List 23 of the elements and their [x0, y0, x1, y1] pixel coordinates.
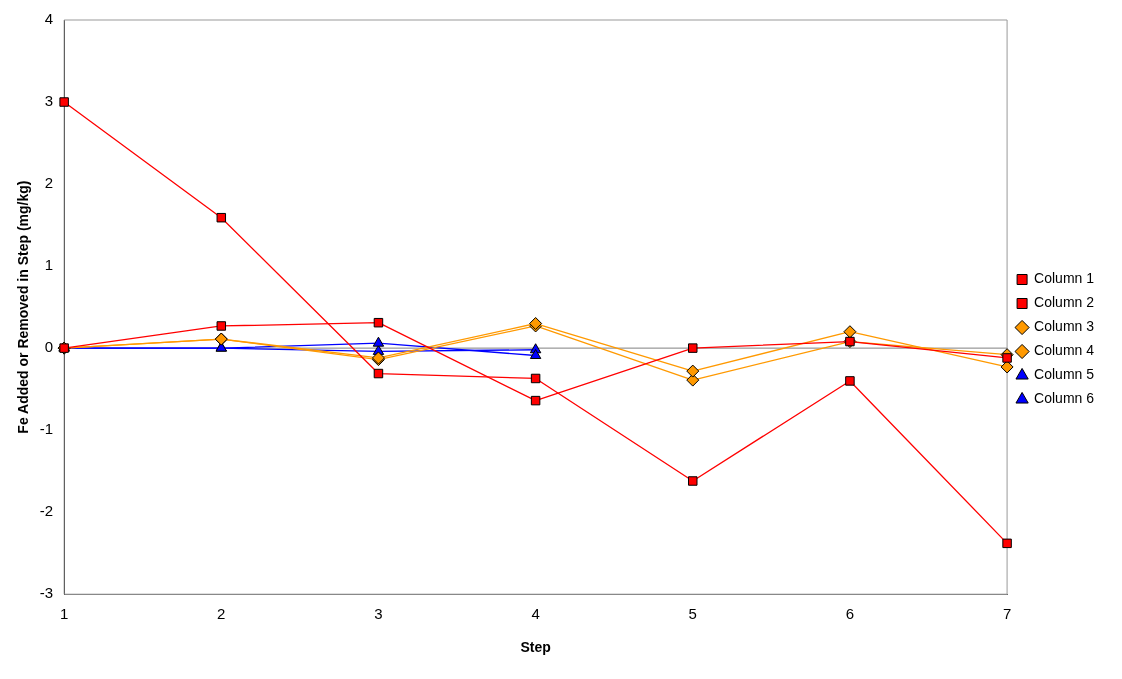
y-tick-label: 1 — [44, 256, 54, 274]
legend-label: Column 5 — [1034, 366, 1095, 383]
y-tick-label: -2 — [39, 502, 54, 520]
x-tick-label: 2 — [217, 605, 226, 623]
legend-label: Column 6 — [1034, 390, 1095, 407]
legend-label: Column 3 — [1034, 318, 1095, 335]
x-tick-label: 7 — [1002, 605, 1012, 623]
y-tick-label: 0 — [44, 338, 54, 356]
y-tick-label: 3 — [44, 92, 54, 110]
y-tick-label: 2 — [44, 174, 54, 192]
y-tick-label: 4 — [44, 10, 54, 28]
x-tick-label: 4 — [531, 605, 540, 623]
legend-label: Column 2 — [1034, 294, 1095, 311]
x-tick-label: 5 — [688, 605, 697, 623]
legend-label: Column 4 — [1034, 342, 1095, 359]
x-tick-label: 1 — [59, 605, 69, 623]
y-tick-label: -1 — [39, 420, 54, 438]
x-tick-label: 3 — [374, 605, 383, 623]
legend-label: Column 1 — [1034, 270, 1095, 287]
y-axis-title: Fe Added or Removed in Step (mg/kg) — [15, 180, 32, 434]
y-tick-label: -3 — [39, 584, 54, 602]
x-tick-label: 6 — [845, 605, 855, 623]
x-axis-title: Step — [520, 639, 551, 656]
